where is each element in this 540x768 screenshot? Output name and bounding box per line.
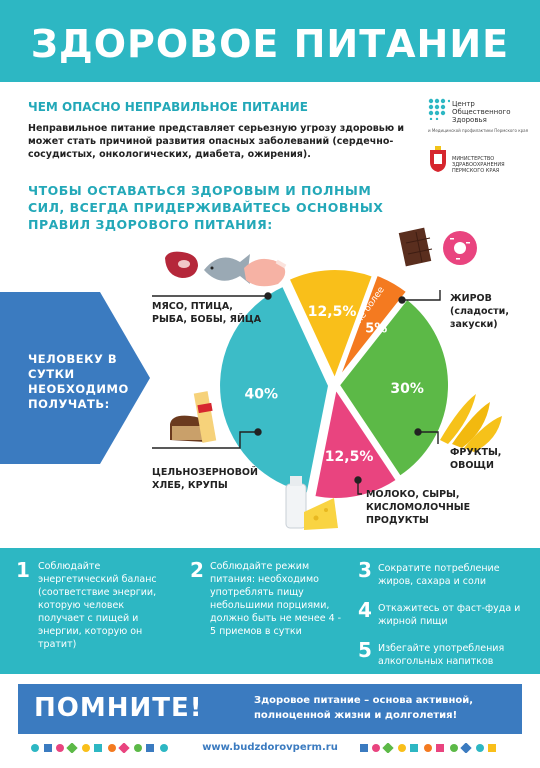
pie-value-fat: 5% [365, 322, 387, 337]
bread-leader-line [152, 431, 258, 449]
milk-bottle-icon [285, 476, 307, 529]
pie-slice-milk [313, 386, 399, 500]
milk-leader-line [357, 480, 362, 495]
pie-label-prefix-fat: не более [354, 285, 387, 326]
rule-3-number: 3 [358, 558, 372, 582]
daily-label: ЧЕЛОВЕКУ В СУТКИ НЕОБХОДИМО ПОЛУЧАТЬ: [28, 352, 129, 411]
fruit-leader-line [418, 431, 439, 444]
rule-2-number: 2 [190, 558, 204, 582]
milk-label: МОЛОКО, СЫРЫ, КИСЛОМОЛОЧНЫЕ ПРОДУКТЫ [366, 489, 471, 526]
coat-of-arms-icon [430, 146, 446, 172]
meat-icon [165, 251, 198, 278]
rule-2-text: Соблюдайте режим питания: необходимо упо… [210, 561, 342, 637]
center-logo-subtext: и Медицинской профилактики Пермского кра… [428, 128, 529, 133]
footer-url[interactable]: www.budzdorovperm.ru [202, 742, 338, 753]
remember-text: Здоровое питание – основа активной, полн… [254, 695, 474, 721]
remember-banner: ПОМНИТЕ! Здоровое питание – основа актив… [18, 684, 522, 734]
daily-arrow [0, 292, 150, 464]
rules-heading: ЧТОБЫ ОСТАВАТЬСЯ ЗДОРОВЫМ И ПОЛНЫМ СИЛ, … [28, 183, 384, 232]
rules-panel: 1 Соблюдайте энергетический баланс (соот… [0, 548, 540, 674]
fruit-label: ФРУКТЫ, ОВОЩИ [450, 447, 502, 471]
rule-5-text: Избегайте употребления алкогольных напит… [378, 643, 505, 667]
rule-1-text: Соблюдайте энергетический баланс (соотве… [38, 561, 157, 650]
bananas-icon [440, 394, 502, 452]
donut-icon [443, 231, 477, 265]
page-title: ЗДОРОВОЕ ПИТАНИЕ [30, 22, 510, 66]
pie-slice-meat [287, 268, 375, 382]
center-logo-text: Центр Общественного Здоровья [452, 100, 511, 124]
pie-value-bread: 40% [245, 387, 279, 403]
rule-4-number: 4 [358, 598, 372, 622]
poultry-icon [244, 258, 287, 287]
center-logo: Центр Общественного Здоровья и Медицинск… [428, 98, 528, 138]
chocolate-icon [398, 227, 433, 267]
remember-title: ПОМНИТЕ! [34, 693, 203, 723]
pie-slice-fat [337, 273, 409, 379]
pie-value-meat: 12,5% [308, 304, 357, 320]
rule-3-text: Сократите потребление жиров, сахара и со… [378, 563, 500, 587]
meat-label: МЯСО, ПТИЦА, РЫБА, БОБЫ, ЯЙЦА [152, 301, 262, 325]
rule-5-number: 5 [358, 638, 372, 662]
dots-logo-icon [428, 98, 451, 121]
cheese-icon [304, 498, 338, 530]
footer-dots-right [360, 743, 496, 753]
pie-slice-fruit [337, 297, 450, 479]
rule-4-text: Откажитесь от фаст-фуда и жирной пищи [378, 603, 521, 627]
intro-heading: ЧЕМ ОПАСНО НЕПРАВИЛЬНОЕ ПИТАНИЕ [28, 100, 308, 114]
fat-leader-line [402, 290, 441, 301]
header-banner: ЗДОРОВОЕ ПИТАНИЕ [0, 0, 540, 82]
pasta-icon [193, 391, 217, 443]
fat-label: ЖИРОВ (сладости, закуски) [450, 293, 509, 330]
ministry-logo-text: МИНИСТЕРСТВО ЗДРАВООХРАНЕНИЯ ПЕРМСКОГО К… [452, 156, 505, 174]
rule-1-number: 1 [16, 558, 30, 582]
bread-label: ЦЕЛЬНОЗЕРНОВОЙ ХЛЕБ, КРУПЫ [152, 467, 258, 491]
ministry-logo: МИНИСТЕРСТВО ЗДРАВООХРАНЕНИЯ ПЕРМСКОГО К… [428, 146, 528, 182]
bread-icon [170, 415, 209, 442]
fish-icon [204, 254, 250, 284]
pie-value-milk: 12,5% [325, 449, 374, 465]
footer-dots-left [31, 743, 168, 753]
pie-value-fruit: 30% [390, 381, 424, 397]
intro-text: Неправильное питание представляет серьез… [28, 123, 405, 160]
